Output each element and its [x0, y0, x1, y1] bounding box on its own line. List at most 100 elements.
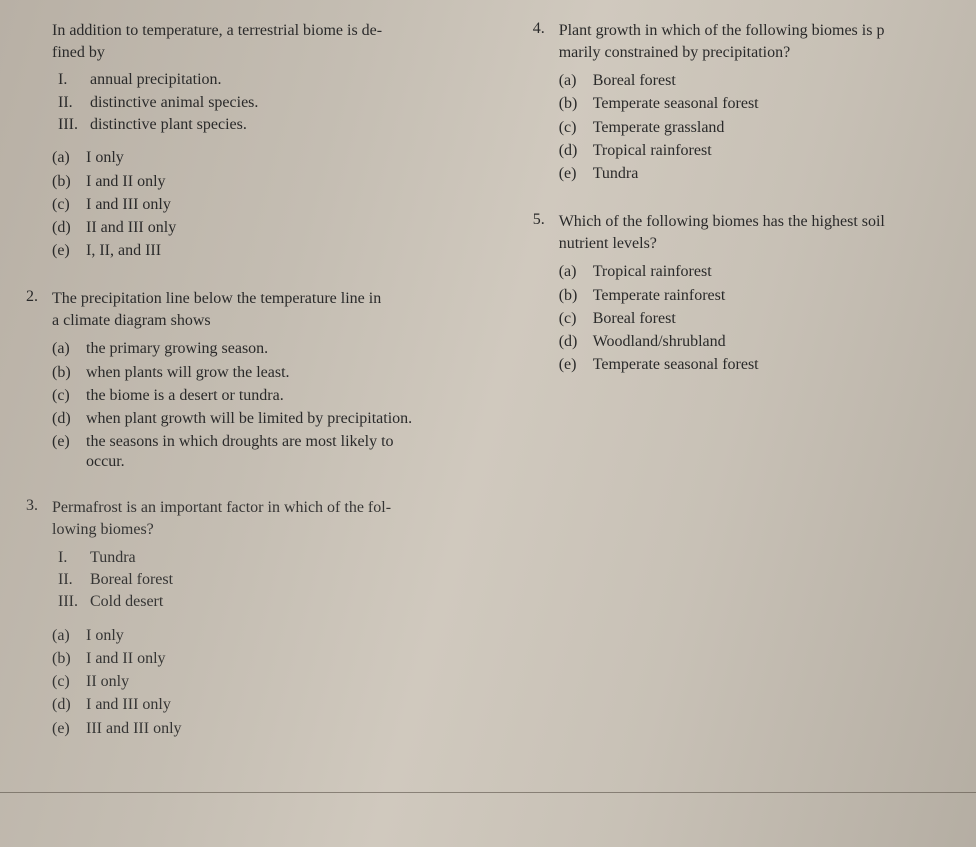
choice-label: (e) — [559, 162, 585, 185]
stem-line: Plant growth in which of the following b… — [559, 22, 885, 39]
question-2: 2. The precipitation line below the temp… — [20, 288, 497, 471]
roman-item: II.Boreal forest — [58, 569, 497, 591]
question-stem: Permafrost is an important factor in whi… — [52, 497, 497, 540]
choice-text: Temperate seasonal forest — [593, 92, 759, 115]
choice-e: (e)I, II, and III — [52, 239, 497, 262]
roman-text: Tundra — [90, 547, 136, 569]
choice-text: Temperate seasonal forest — [593, 353, 759, 376]
roman-text: Boreal forest — [90, 569, 173, 591]
choice-list: (a)I only (b) I and II only (c) I and III … — [52, 146, 497, 262]
choice-d: (d) II and III only — [52, 216, 497, 239]
stem-line: nutrient levels? — [559, 235, 657, 252]
choice-label: (e) — [52, 717, 78, 740]
choice-label: (d) — [559, 330, 585, 353]
question-1: In addition to temperature, a terrestria… — [20, 20, 497, 262]
choice-label: (a) — [52, 624, 78, 647]
choice-label: (d) — [52, 216, 78, 239]
stem-line: In addition to temperature, a terrestria… — [52, 22, 382, 39]
choice-text: I and II only — [86, 170, 166, 193]
choice-label: (c) — [52, 193, 78, 216]
choice-b: (b) I and II only — [52, 647, 497, 670]
choice-text: II and III only — [86, 216, 176, 239]
choice-text: I only — [86, 624, 124, 647]
roman-label: II. — [58, 92, 80, 114]
choice-a: (a) Boreal forest — [559, 69, 958, 92]
choice-b: (b) when plants will grow the least. — [52, 361, 497, 384]
stem-line: a climate diagram shows — [52, 312, 211, 329]
stem-line: marily constrained by precipitation? — [559, 44, 790, 61]
stem-line: Which of the following biomes has the hi… — [559, 213, 885, 230]
question-stem: The precipitation line below the tempera… — [52, 288, 497, 331]
choice-label: (a) — [52, 337, 78, 360]
choice-text: I, II, and III — [86, 239, 161, 262]
choice-label: (b) — [52, 361, 78, 384]
question-body: Plant growth in which of the following b… — [559, 20, 958, 185]
choice-text: I and III only — [86, 193, 171, 216]
question-stem: In addition to temperature, a terrestria… — [52, 20, 497, 63]
roman-label: I. — [58, 69, 80, 91]
choice-text: Tropical rainforest — [593, 260, 712, 283]
choice-text: Boreal forest — [593, 69, 676, 92]
choice-label: (a) — [52, 146, 78, 169]
choice-d: (d) I and III only — [52, 693, 497, 716]
choice-label: (e) — [559, 353, 585, 376]
choice-label: (b) — [52, 647, 78, 670]
choice-text: III and III only — [86, 717, 182, 740]
roman-item: II.distinctive animal species. — [58, 92, 497, 114]
choice-text: when plants will grow the least. — [86, 361, 290, 384]
stem-line: lowing biomes? — [52, 521, 154, 538]
choice-a: (a) the primary growing season. — [52, 337, 497, 360]
choice-label: (d) — [52, 693, 78, 716]
roman-label: III. — [58, 114, 80, 136]
choice-label: (c) — [559, 116, 585, 139]
choice-text: I and II only — [86, 647, 166, 670]
stem-line: The precipitation line below the tempera… — [52, 290, 381, 307]
choice-text: the seasons in which droughts are most l… — [86, 430, 394, 453]
choice-text: the primary growing season. — [86, 337, 268, 360]
page-content: In addition to temperature, a terrestria… — [0, 0, 976, 776]
choice-label: (b) — [52, 170, 78, 193]
choice-e: (e) Tundra — [559, 162, 958, 185]
choice-label: (b) — [559, 92, 585, 115]
choice-text: Tropical rainforest — [593, 139, 712, 162]
choice-e: (e) Temperate seasonal forest — [559, 353, 958, 376]
roman-text: annual precipitation. — [90, 69, 222, 91]
choice-text: I and III only — [86, 693, 171, 716]
choice-a: (a) I only — [52, 624, 497, 647]
roman-item: III. distinctive plant species. — [58, 114, 497, 136]
choice-text: Boreal forest — [593, 307, 676, 330]
choice-e-continuation: occur. — [86, 453, 497, 471]
choice-e: (e)the seasons in which droughts are mos… — [52, 430, 497, 453]
choice-text: Tundra — [593, 162, 639, 185]
choice-label: (c) — [52, 670, 78, 693]
roman-list: I. annual precipitation. II.distinctive a… — [58, 69, 497, 136]
roman-text: distinctive plant species. — [90, 114, 247, 136]
choice-label: (d) — [559, 139, 585, 162]
left-column: In addition to temperature, a terrestria… — [20, 20, 497, 766]
roman-text: Cold desert — [90, 591, 163, 613]
choice-label: (c) — [52, 384, 78, 407]
question-stem: Plant growth in which of the following b… — [559, 20, 958, 63]
choice-b: (b)Temperate rainforest — [559, 284, 958, 307]
choice-c: (c) I and III only — [52, 193, 497, 216]
choice-label: (c) — [559, 307, 585, 330]
right-column: 4. Plant growth in which of the followin… — [527, 20, 966, 766]
choice-c: (c)the biome is a desert or tundra. — [52, 384, 497, 407]
choice-a: (a) Tropical rainforest — [559, 260, 958, 283]
stem-line: Permafrost is an important factor in whi… — [52, 499, 391, 516]
choice-text: Temperate grassland — [593, 116, 725, 139]
stem-line: fined by — [52, 44, 105, 61]
question-body: The precipitation line below the tempera… — [52, 288, 497, 471]
choice-a: (a)I only — [52, 146, 497, 169]
question-body: Permafrost is an important factor in whi… — [52, 497, 497, 739]
choice-label: (a) — [559, 69, 585, 92]
choice-label: (a) — [559, 260, 585, 283]
question-body: Which of the following biomes has the hi… — [559, 211, 958, 376]
choice-text: Woodland/shrubland — [593, 330, 726, 353]
choice-label: (b) — [559, 284, 585, 307]
question-number: 5. — [527, 211, 545, 376]
choice-d: (d)when plant growth will be limited by … — [52, 407, 497, 430]
choice-d: (d) Woodland/shrubland — [559, 330, 958, 353]
choice-list: (a) Boreal forest (b) Temperate seasonal f… — [559, 69, 958, 185]
roman-label: III. — [58, 591, 80, 613]
